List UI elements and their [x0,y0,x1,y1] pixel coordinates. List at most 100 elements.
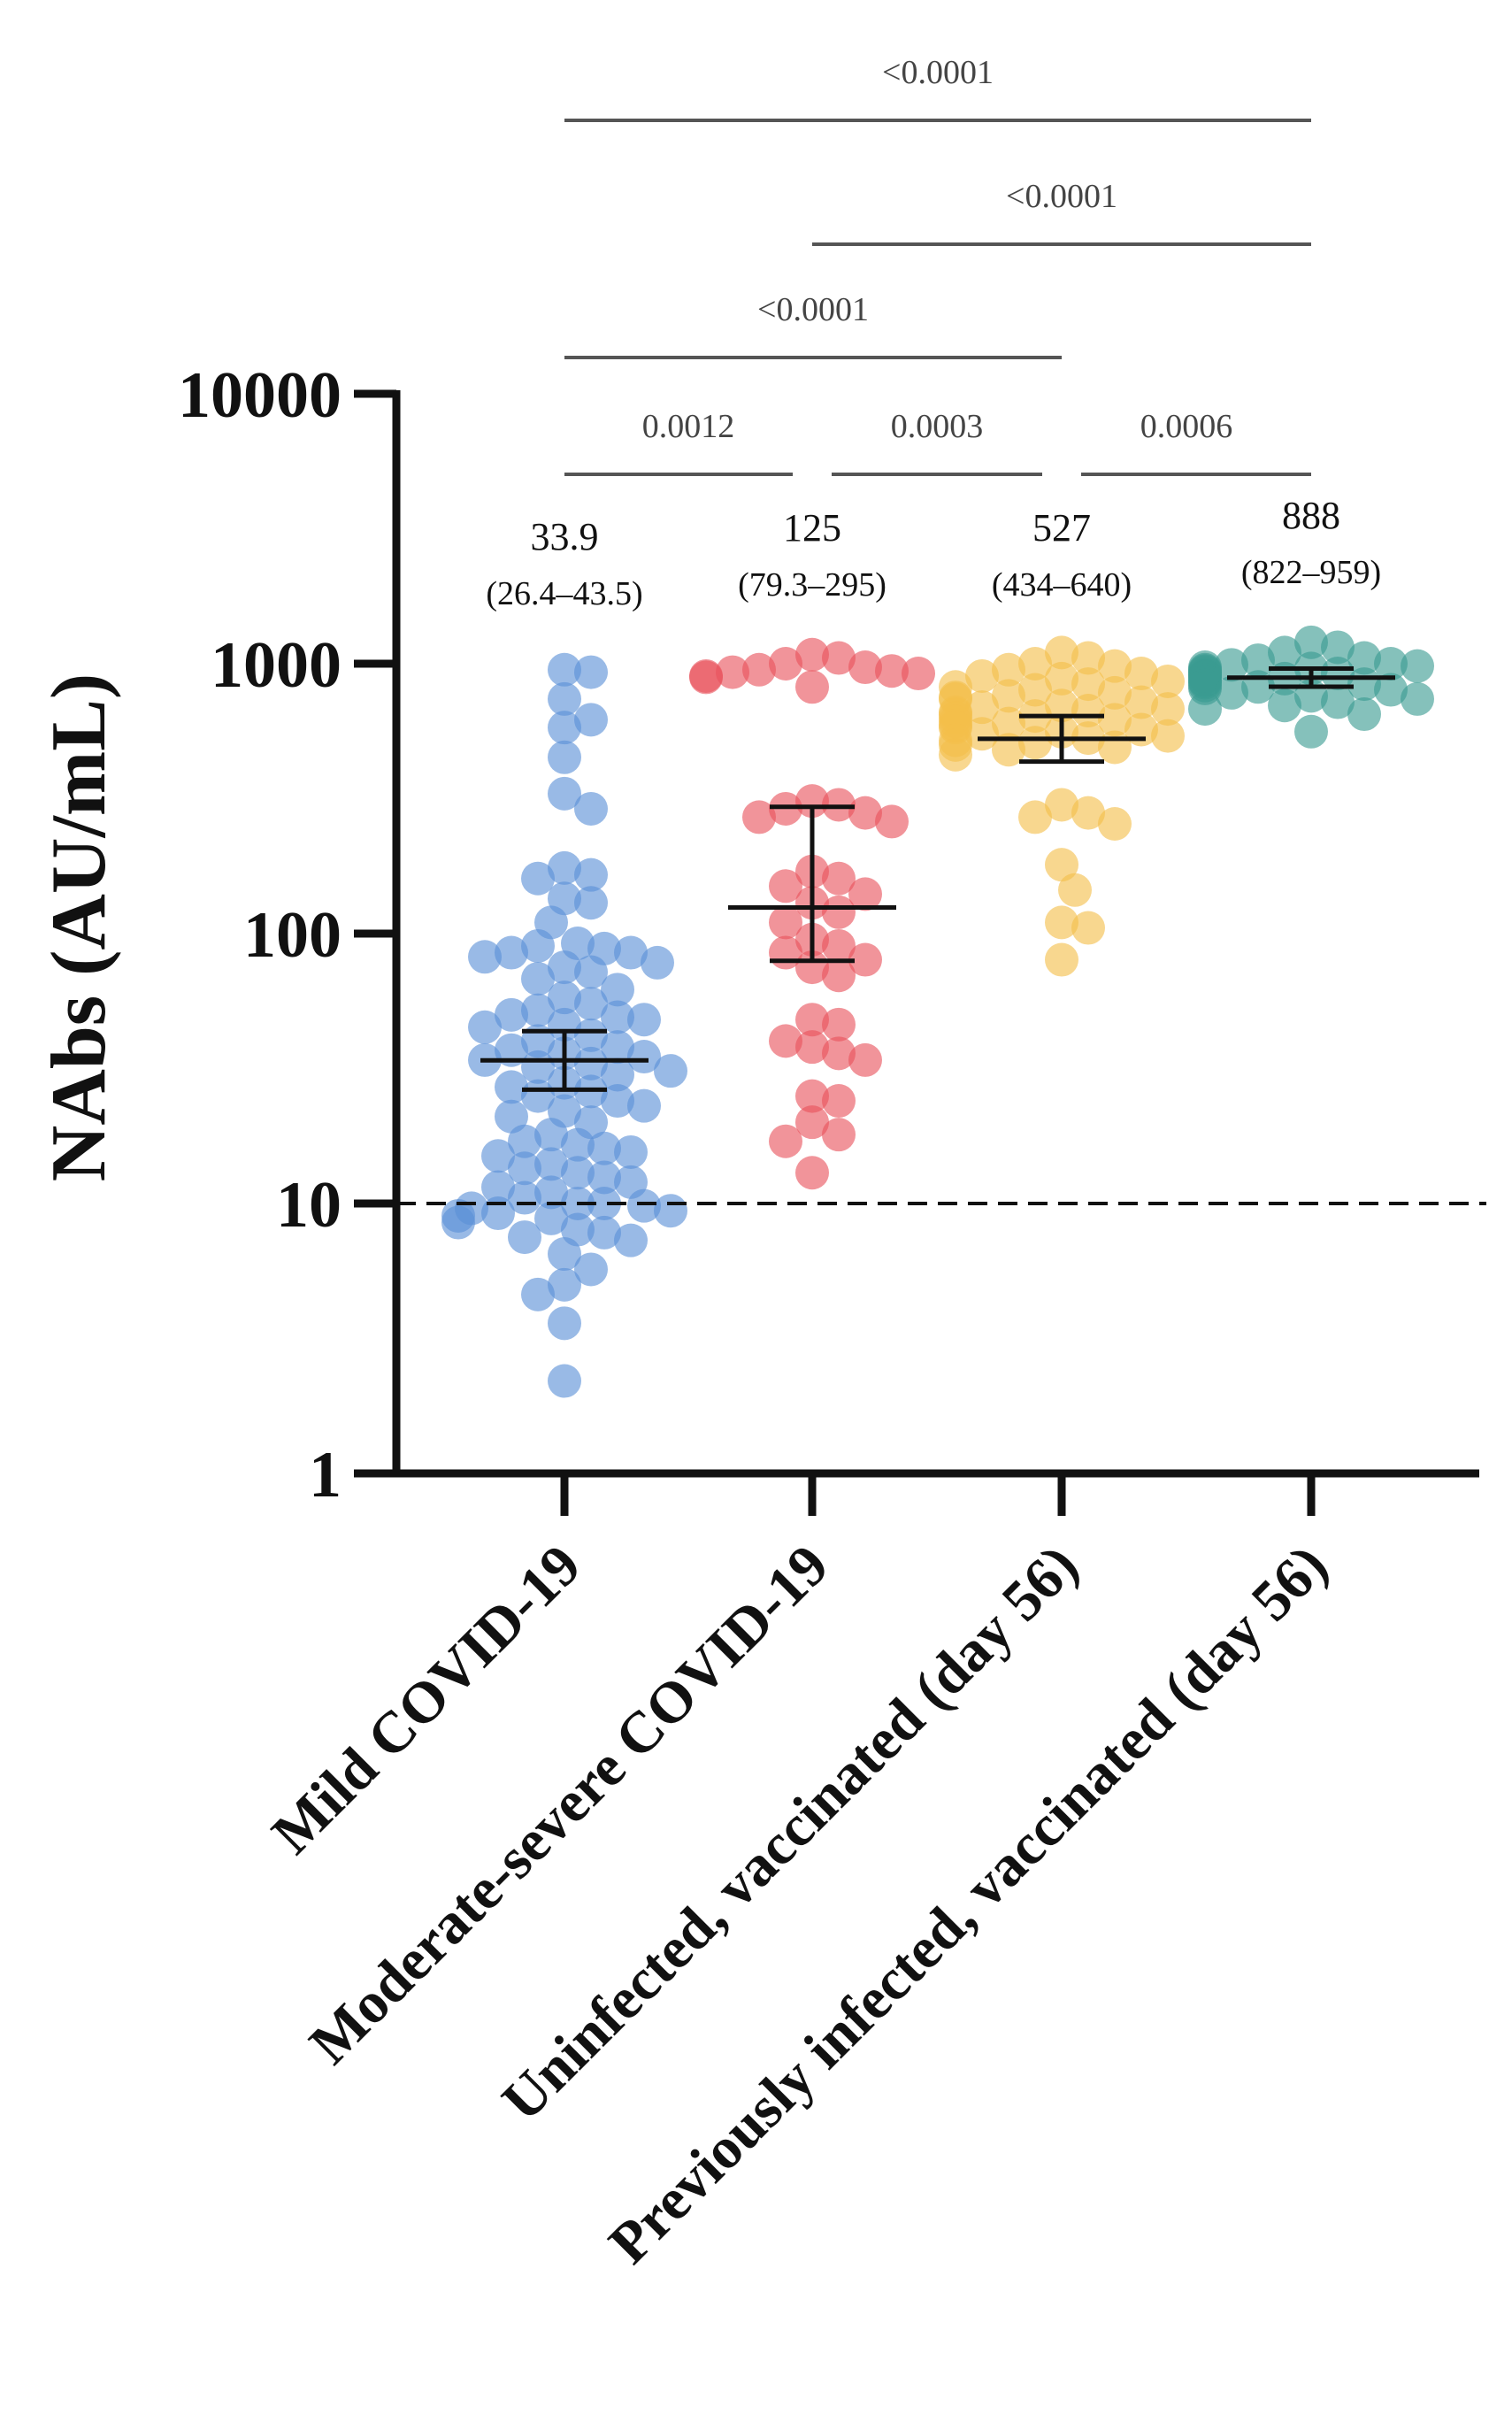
data-point [601,1057,634,1092]
data-point [795,1079,829,1113]
data-point [1071,667,1105,702]
data-point [1071,911,1105,945]
p-value-label: <0.0001 [1006,178,1117,215]
data-points [441,625,1434,1398]
data-point [1268,635,1301,670]
data-point [1321,685,1355,719]
data-point [1045,942,1078,977]
data-point [574,987,608,1021]
data-point [742,800,776,834]
data-point [822,1118,856,1152]
data-point [1098,730,1132,765]
data-point [495,1099,528,1134]
data-point [441,1205,475,1240]
data-point [795,1003,829,1037]
data-point [614,1223,648,1257]
x-tick-label: Moderate-severe COVID-19 [297,1533,840,2076]
data-point [521,1277,555,1311]
y-tick-label: 100 [243,899,342,972]
data-point [965,717,999,751]
data-point [521,928,555,963]
data-point [508,1124,541,1158]
gmt-value-label: 527 [1032,506,1091,550]
data-point [1098,703,1132,737]
data-point [641,945,674,980]
data-point [548,1237,581,1272]
data-point [574,886,608,920]
data-point [627,1003,661,1037]
ci-range-label: (434–640) [992,566,1132,604]
data-point [481,1196,515,1231]
data-point [548,652,581,687]
data-point [534,1201,568,1235]
data-point [587,1160,621,1195]
data-point [587,1187,621,1220]
data-point [495,1070,528,1104]
data-point [848,650,882,685]
data-point [601,973,634,1007]
data-point [822,1036,856,1071]
data-point [495,935,528,970]
data-point [508,1151,541,1186]
data-point [1045,635,1078,670]
y-axis-ticks: 1 10 100 1000 10000 [178,359,396,1511]
p-value-label: 0.0012 [642,408,735,445]
error-bars [480,666,1395,1092]
data-point [875,654,909,688]
data-point [1018,800,1052,834]
data-point [822,641,856,675]
data-point [822,928,856,963]
data-point [521,861,555,896]
data-point [548,711,581,745]
data-point [1045,905,1078,940]
gmt-value-label: 33.9 [531,515,599,558]
data-point [1071,641,1105,675]
p-value-label: 0.0003 [891,408,984,445]
data-point [1018,726,1052,760]
data-point [548,850,581,885]
y-tick-label: 10000 [178,359,342,432]
data-point [601,1000,634,1034]
data-point [769,647,802,681]
data-point [992,679,1025,713]
data-point [1188,692,1222,727]
data-point [795,1105,829,1140]
data-point [574,1046,608,1080]
data-point [1045,848,1078,882]
data-point [508,1220,541,1255]
data-point [795,637,829,672]
data-point [548,980,581,1015]
data-point [1018,673,1052,707]
data-point [574,1252,608,1287]
data-point [1347,697,1381,732]
data-point [848,796,882,830]
data-point [561,1127,595,1162]
data-point [1321,657,1355,691]
data-point [548,1364,581,1398]
data-point [548,776,581,811]
data-point [848,877,882,911]
data-point [1071,694,1105,728]
data-point [1151,692,1185,727]
data-point [1268,688,1301,723]
data-point [742,652,776,687]
data-point [1151,719,1185,753]
p-value-label: <0.0001 [757,291,869,328]
data-point [574,791,608,826]
data-point [1347,641,1381,675]
data-point [614,935,648,970]
data-point [822,861,856,896]
group-summaries: 33.9 (26.4–43.5) 125 (79.3–295) 527 (434–640)… [486,494,1381,612]
data-point [769,905,802,940]
data-point [481,1170,515,1204]
data-point [1401,649,1434,683]
data-point [627,1088,661,1123]
data-point [508,1180,541,1215]
significance-brackets: <0.0001 <0.0001 <0.0001 0.0012 0.0003 0.0006 [564,54,1311,476]
data-point [561,1156,595,1190]
data-point [689,660,723,695]
data-point [587,1215,621,1250]
data-point [1045,661,1078,696]
data-point [1215,648,1248,682]
data-point [1401,681,1434,716]
